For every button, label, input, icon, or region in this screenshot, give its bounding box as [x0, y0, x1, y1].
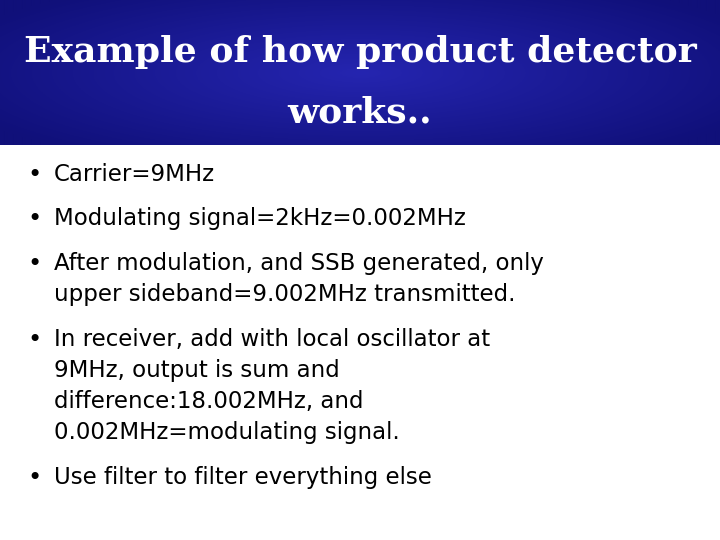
Text: works..: works..	[288, 96, 432, 130]
Text: •: •	[27, 163, 42, 186]
Text: Carrier=9MHz: Carrier=9MHz	[54, 163, 215, 186]
Text: •: •	[27, 207, 42, 231]
Text: 0.002MHz=modulating signal.: 0.002MHz=modulating signal.	[54, 421, 400, 444]
Text: upper sideband=9.002MHz transmitted.: upper sideband=9.002MHz transmitted.	[54, 283, 516, 306]
Text: •: •	[27, 252, 42, 276]
Text: After modulation, and SSB generated, only: After modulation, and SSB generated, onl…	[54, 252, 544, 275]
Text: Use filter to filter everything else: Use filter to filter everything else	[54, 465, 432, 489]
Text: Example of how product detector: Example of how product detector	[24, 35, 696, 69]
Text: difference:18.002MHz, and: difference:18.002MHz, and	[54, 390, 364, 413]
Text: •: •	[27, 465, 42, 490]
Text: 9MHz, output is sum and: 9MHz, output is sum and	[54, 359, 340, 382]
Text: Modulating signal=2kHz=0.002MHz: Modulating signal=2kHz=0.002MHz	[54, 207, 466, 231]
Text: In receiver, add with local oscillator at: In receiver, add with local oscillator a…	[54, 328, 490, 351]
Text: •: •	[27, 328, 42, 352]
